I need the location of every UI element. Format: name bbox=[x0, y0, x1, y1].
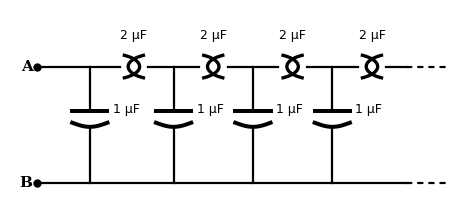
Text: 2 μF: 2 μF bbox=[279, 29, 306, 42]
Text: 2 μF: 2 μF bbox=[358, 29, 385, 42]
Text: 1 μF: 1 μF bbox=[355, 103, 382, 116]
Text: 2 μF: 2 μF bbox=[120, 29, 147, 42]
Text: 1 μF: 1 μF bbox=[197, 103, 223, 116]
Text: 1 μF: 1 μF bbox=[276, 103, 303, 116]
Text: B: B bbox=[19, 176, 33, 190]
Text: A: A bbox=[21, 59, 33, 74]
Text: 2 μF: 2 μF bbox=[200, 29, 227, 42]
Text: 1 μF: 1 μF bbox=[113, 103, 140, 116]
